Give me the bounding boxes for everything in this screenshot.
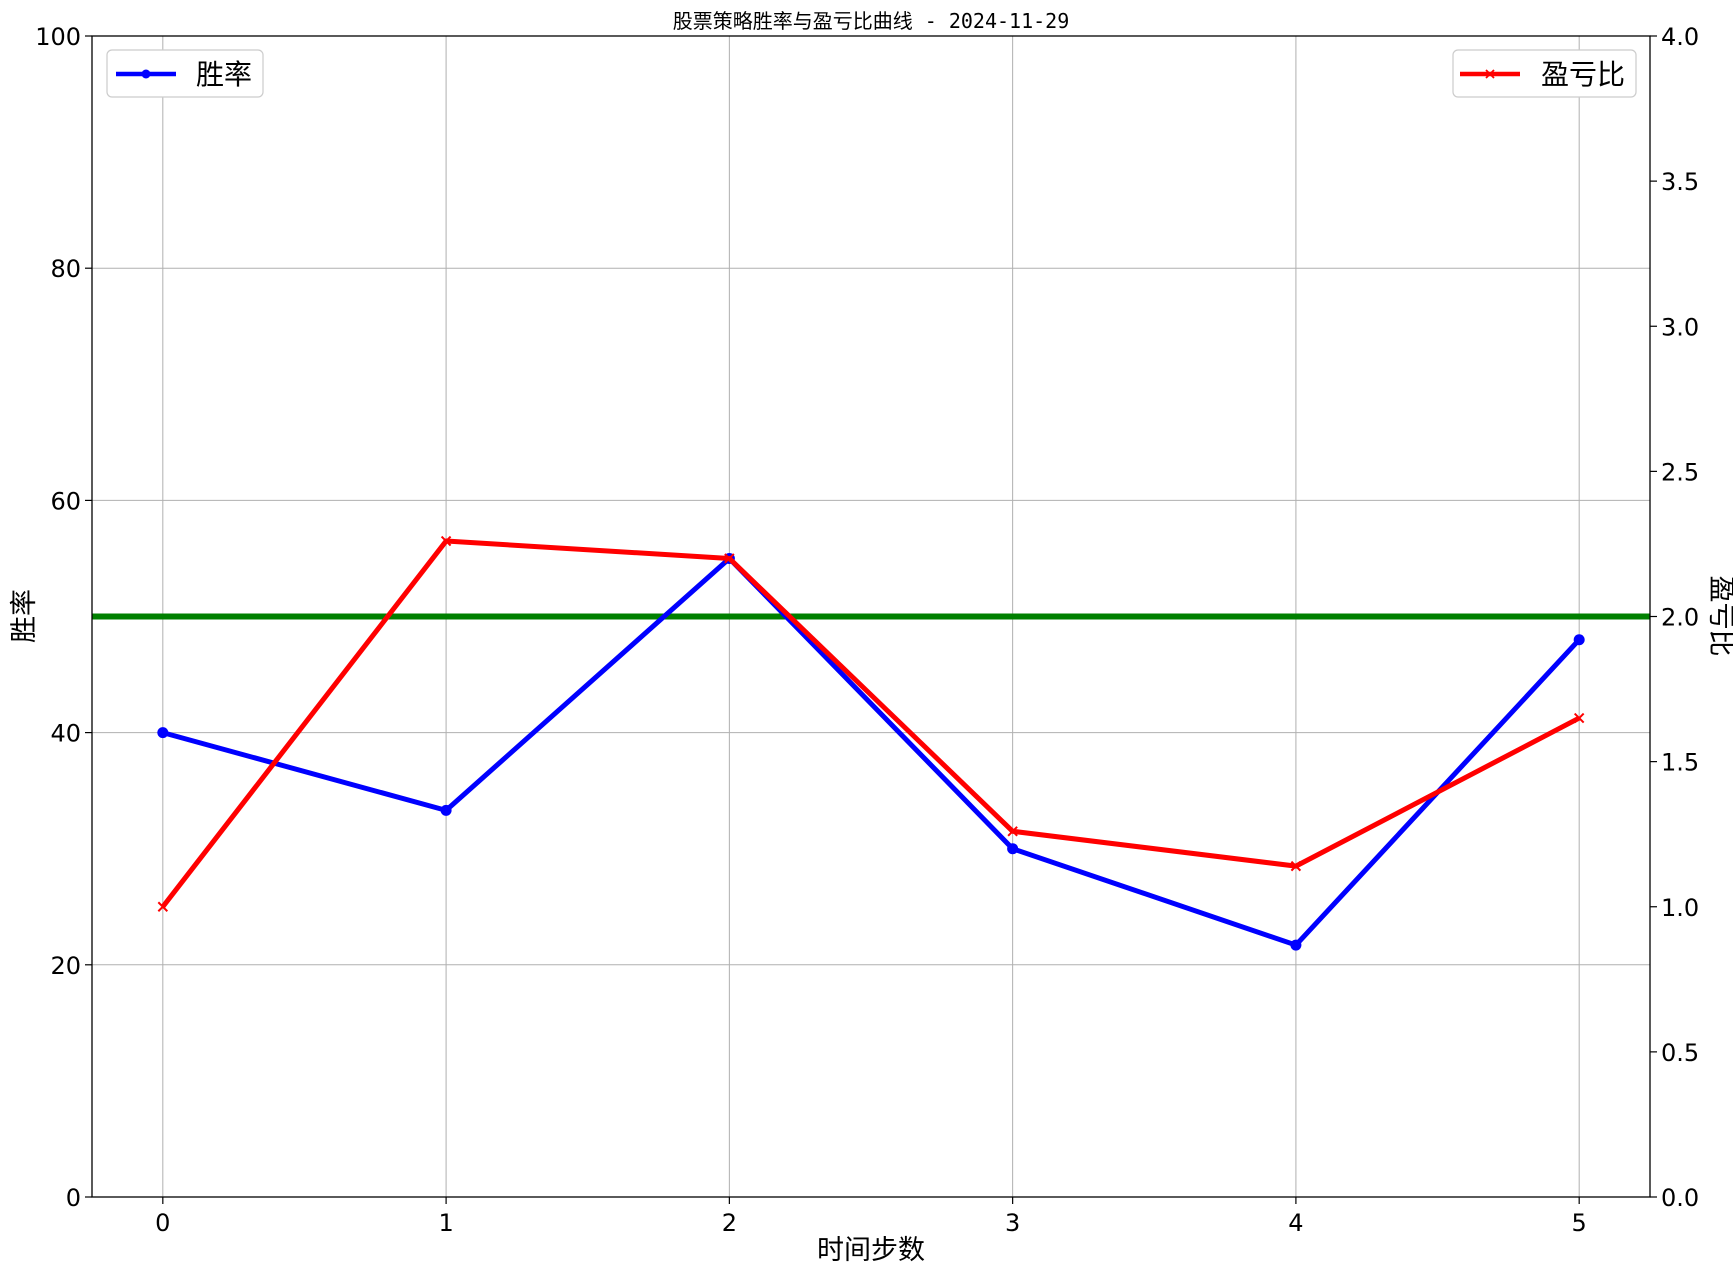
y-left-tick-label: 80	[50, 255, 81, 283]
x-tick-label: 5	[1572, 1209, 1587, 1237]
legend-left-label: 胜率	[196, 58, 252, 91]
legend-right-label: 盈亏比	[1541, 58, 1625, 91]
y-right-tick-label: 1.5	[1661, 749, 1699, 777]
series-line-0	[162, 555, 1582, 948]
data-point	[440, 535, 452, 547]
x-tick-label: 4	[1288, 1209, 1303, 1237]
data-point	[157, 901, 169, 912]
y-right-tick-label: 2.0	[1661, 604, 1699, 632]
y-right-tick-label: 0.0	[1661, 1184, 1699, 1212]
legend-left-box	[106, 49, 264, 98]
chart-title: 股票策略胜率与盈亏比曲线 - 2024-11-29	[673, 9, 1070, 33]
legend-right-marker	[1485, 69, 1495, 79]
data-point	[157, 727, 169, 739]
y-axis-right-label: 盈亏比	[1705, 576, 1733, 657]
legend-left-marker	[141, 69, 151, 79]
y-right-tick-label: 1.0	[1661, 894, 1699, 922]
x-axis-label: 时间步数	[817, 1235, 925, 1264]
x-tick-label: 0	[155, 1209, 170, 1237]
data-point	[1007, 843, 1019, 855]
data-point	[440, 804, 452, 816]
data-point	[724, 553, 735, 564]
data-point	[1007, 826, 1018, 837]
y-right-tick-label: 0.5	[1661, 1039, 1699, 1067]
y-right-tick-label: 3.5	[1661, 168, 1699, 196]
y-right-tick-label: 3.0	[1661, 313, 1699, 341]
x-tick-label: 1	[438, 1209, 453, 1237]
x-tick-label: 2	[722, 1209, 737, 1237]
data-point	[1573, 712, 1585, 724]
data-point	[1290, 860, 1302, 872]
y-left-tick-label: 60	[50, 487, 81, 515]
series-layer	[157, 535, 1585, 951]
y-left-tick-label: 20	[50, 952, 81, 980]
ticks: 0 1 2 3 4 5 0 20 40 60 80 100 0.0 0.5 1.0 1.5 2.0 2.5 3.0 3…	[35, 23, 1699, 1237]
y-left-tick-label: 0	[66, 1184, 81, 1212]
series-line-1	[160, 538, 1581, 909]
y-axis-left-label: 胜率	[9, 589, 40, 643]
data-point	[1290, 939, 1302, 951]
y-right-tick-label: 2.5	[1661, 458, 1699, 486]
x-tick-label: 3	[1005, 1209, 1020, 1237]
legend-right: 盈亏比	[1452, 49, 1637, 98]
y-left-tick-label: 40	[50, 720, 81, 748]
legend-left: 胜率	[106, 49, 264, 98]
legend-right-box	[1452, 49, 1637, 98]
y-left-tick-label: 100	[35, 23, 81, 51]
data-point	[1573, 634, 1585, 646]
y-right-tick-label: 4.0	[1661, 23, 1699, 51]
